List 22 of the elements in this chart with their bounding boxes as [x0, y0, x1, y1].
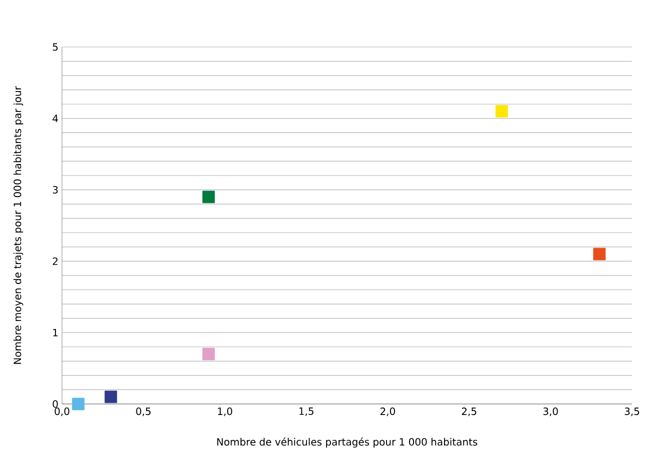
point [496, 105, 508, 118]
x-tick-label: 0,0 [54, 408, 70, 416]
x-tick-label: 0,5 [136, 408, 151, 416]
x-tick-label: 1,5 [299, 408, 314, 416]
y-tick-label: 3 [52, 186, 58, 194]
x-tick-label: 2,0 [380, 408, 396, 416]
y-tick-label: 5 [52, 43, 58, 51]
x-tick-label: 1,0 [218, 408, 232, 416]
y-tick-label: 2 [52, 257, 58, 265]
x-tick-label: 2,5 [462, 408, 476, 416]
y-tick-label: 4 [52, 114, 58, 122]
y-axis-title: Nombre moyen de trajets pour 1 000 habitants par jour [13, 86, 24, 364]
point [202, 348, 215, 360]
y-tick-label: 0 [52, 400, 58, 408]
point [72, 398, 84, 410]
x-tick-label: 3,5 [624, 408, 640, 416]
y-tick-label: 1 [53, 328, 58, 336]
x-tick-label: 3,0 [543, 408, 558, 416]
point [202, 190, 215, 204]
point [104, 390, 118, 404]
x-axis-title: Nombre de véhicules partagés pour 1 000 habitants [217, 438, 478, 448]
point [593, 248, 606, 260]
